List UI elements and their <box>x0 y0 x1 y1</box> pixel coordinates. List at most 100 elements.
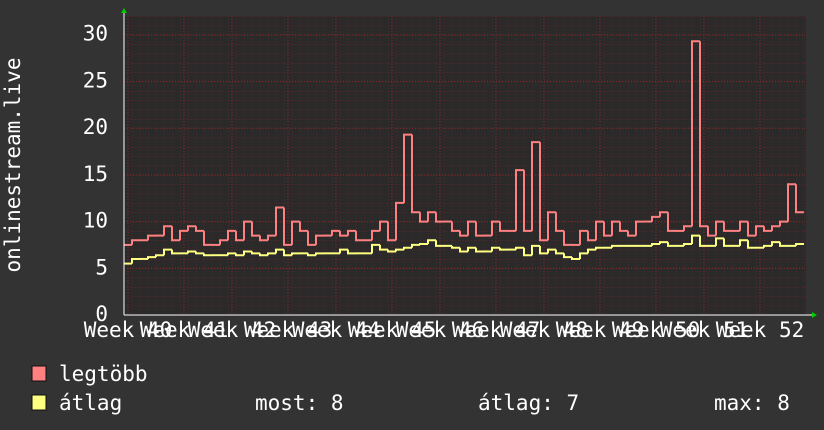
line-step <box>147 256 156 259</box>
line-step <box>587 248 596 254</box>
line-step <box>475 247 484 253</box>
line-step <box>387 249 396 253</box>
line-step <box>795 184 804 214</box>
line-step <box>243 250 252 256</box>
line-step <box>419 242 428 245</box>
x-tick-label: Week 48 <box>500 318 589 342</box>
line-step <box>763 244 772 248</box>
line-step <box>371 229 380 241</box>
line-step <box>619 221 628 232</box>
line-step <box>195 251 204 255</box>
line-step <box>307 230 316 246</box>
line-step <box>555 212 564 232</box>
y-tick-label: 15 <box>83 162 108 186</box>
line-step <box>283 249 292 257</box>
line-step <box>723 221 732 232</box>
line-step <box>467 246 476 252</box>
line-step <box>299 221 308 232</box>
line-step <box>379 244 388 251</box>
legend-swatch <box>31 365 47 382</box>
line-step <box>595 246 604 250</box>
line-step <box>779 242 788 247</box>
line-step <box>547 248 556 254</box>
y-tick-label: 25 <box>83 68 108 92</box>
line-step <box>187 250 196 254</box>
line-step <box>235 253 244 257</box>
line-step <box>379 220 388 231</box>
line-step <box>395 201 404 241</box>
line-step <box>251 221 260 237</box>
line-step <box>203 253 212 257</box>
line-step <box>291 252 300 256</box>
line-step <box>587 230 596 242</box>
line-step <box>771 225 780 231</box>
line-step <box>227 229 236 241</box>
line-step <box>651 215 660 222</box>
line-step <box>147 234 156 241</box>
y-tick-label: 20 <box>83 115 108 139</box>
y-tick-label: 5 <box>95 255 108 279</box>
x-tick-label: Week 43 <box>244 318 333 342</box>
line-step <box>235 230 244 242</box>
line-step <box>171 226 180 242</box>
line-step <box>659 211 668 217</box>
line-step <box>547 211 556 241</box>
stat: átlag: 7 <box>478 391 579 415</box>
line-step <box>267 234 276 241</box>
line-step <box>195 226 204 232</box>
line-step <box>563 230 572 246</box>
line-step <box>667 242 676 247</box>
line-step <box>243 220 252 241</box>
x-tick-label: Week 51 <box>660 318 749 342</box>
line-step <box>491 220 500 236</box>
line-step <box>179 229 188 241</box>
axis-arrow <box>812 312 817 318</box>
line-step <box>683 225 692 231</box>
line-step <box>531 141 540 231</box>
line-step <box>267 252 276 256</box>
line-step <box>555 249 564 255</box>
line-step <box>131 239 140 245</box>
line-step <box>611 220 620 236</box>
line-step <box>699 41 708 228</box>
minor-grid <box>124 16 806 315</box>
line-step <box>787 183 796 222</box>
line-step <box>683 242 692 246</box>
line-step <box>315 252 324 256</box>
line-step <box>651 242 660 246</box>
line-step <box>259 253 268 257</box>
line-step <box>499 247 508 251</box>
line-step <box>707 226 716 237</box>
legend-swatch <box>31 394 47 411</box>
x-tick-label: Week 44 <box>292 318 381 342</box>
line-step <box>515 169 524 231</box>
line-step <box>283 207 292 246</box>
line-step <box>539 142 548 242</box>
line-step <box>427 211 436 222</box>
line-step <box>499 221 508 232</box>
stat: most: 8 <box>255 391 344 415</box>
line-step <box>355 230 364 242</box>
x-tick-label: Week 40 <box>84 318 173 342</box>
line-step <box>627 230 636 237</box>
line-step <box>403 246 412 250</box>
line-step <box>771 241 780 246</box>
legend-label: legtöbb <box>59 362 148 386</box>
line-step <box>563 253 572 259</box>
line-step <box>579 252 588 259</box>
line-step <box>411 134 420 214</box>
y-tick-label: 30 <box>83 22 108 46</box>
line-step <box>187 225 196 231</box>
line-step <box>523 247 532 257</box>
line-step <box>371 243 380 254</box>
line-step <box>715 220 724 236</box>
line-step <box>227 252 236 256</box>
x-tick-label: Week 50 <box>612 318 701 342</box>
line-step <box>315 234 324 245</box>
legend-label: átlag <box>59 391 122 415</box>
line-step <box>571 257 580 260</box>
x-tick-label: Week 49 <box>556 318 645 342</box>
y-axis-label: onlinestream.live <box>1 58 25 273</box>
line-step <box>339 230 348 237</box>
